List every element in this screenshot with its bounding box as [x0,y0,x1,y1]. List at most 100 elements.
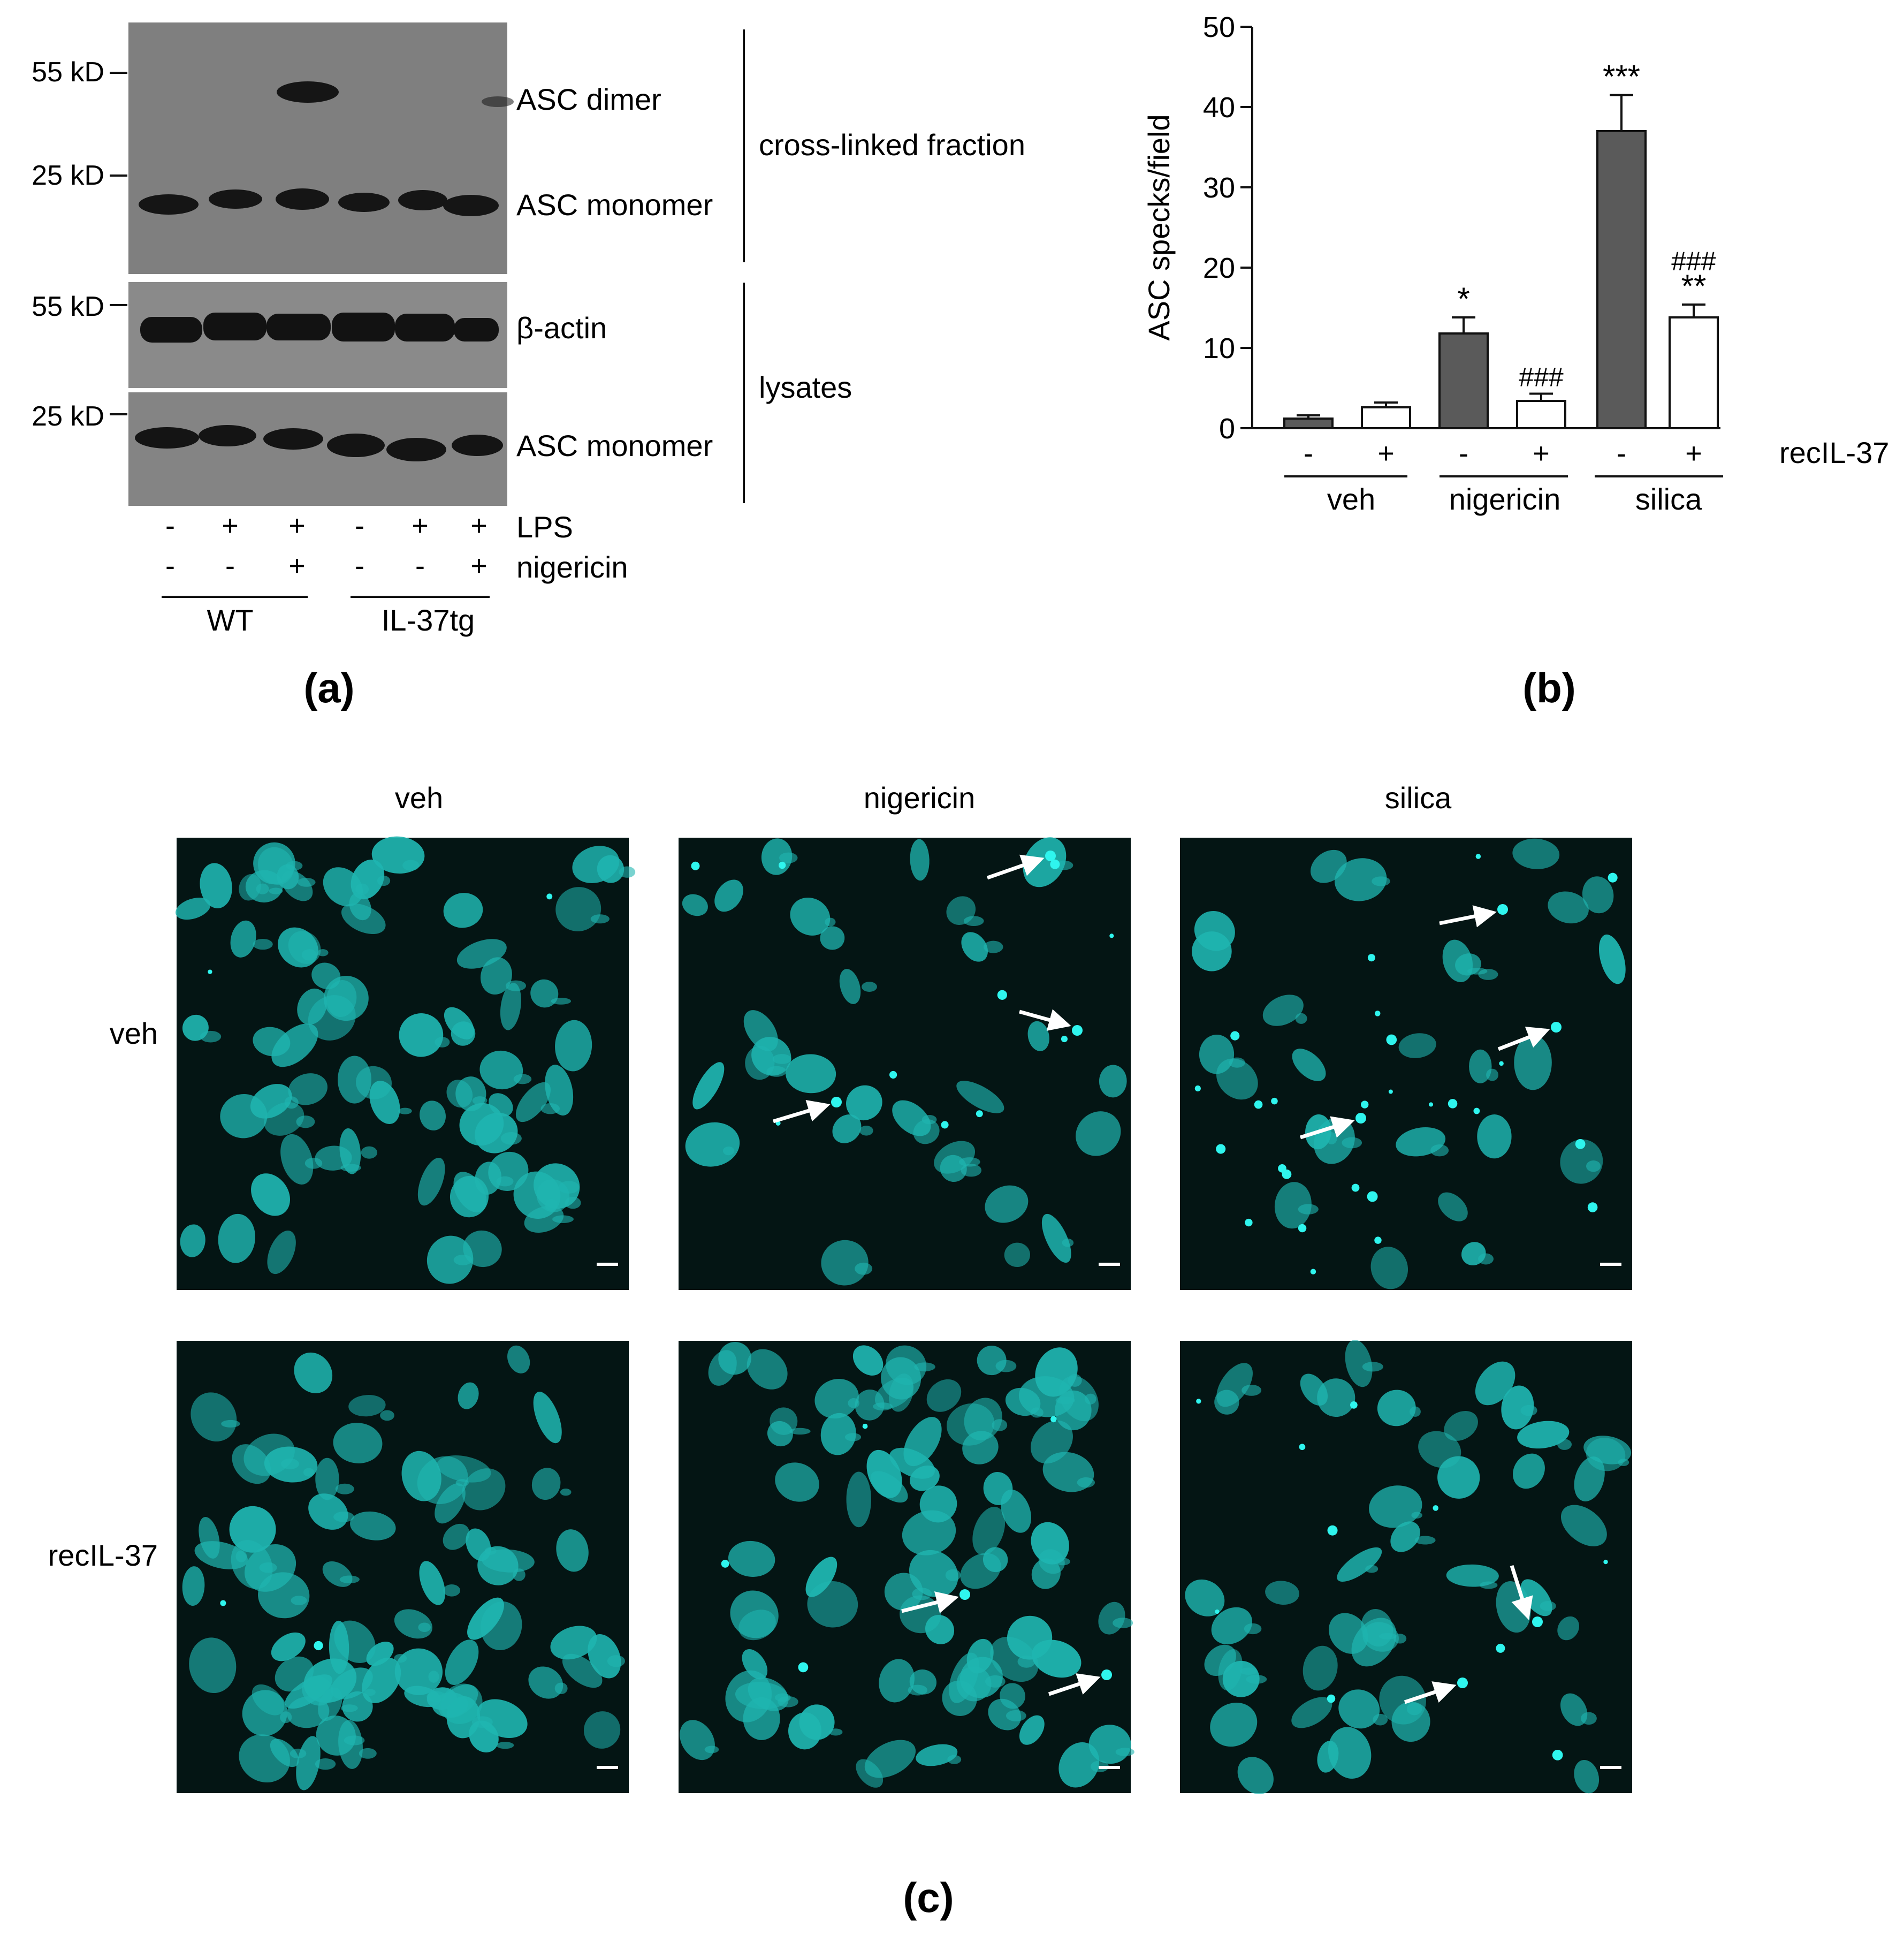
arrow-icon [1404,1681,1457,1704]
asc-speck [1448,1099,1458,1109]
label-beta-actin: β-actin [516,311,607,345]
bands-beta-actin [140,313,499,343]
arrow-icon [1048,1673,1101,1696]
asc-speck [1367,1191,1378,1202]
mw-markers: 55 kD 25 kD 55 kD 25 kD [32,57,127,432]
panel-c: veh nigericin silica veh recIL-37 (c) [48,781,1632,1921]
blot-crosslinked [128,22,507,274]
panel-c-letter: (c) [903,1874,954,1921]
nigericin-sign: - [355,550,364,582]
y-tick-label: 30 [1203,172,1235,204]
panel-b-letter: (b) [1522,664,1576,711]
asc-speck [1552,1749,1563,1760]
asc-speck [1254,1100,1263,1109]
y-tick-label: 10 [1203,332,1235,365]
asc-speck [1603,1559,1608,1565]
y-axis-label: ASC specks/field [1142,114,1176,340]
blot-asc-lysate [128,392,507,506]
asc-speck [1310,1269,1316,1274]
nigericin-sign: + [288,550,306,582]
asc-speck [1433,1505,1438,1511]
panel-a: 55 kD 25 kD 55 kD 25 kD ASC dimer ASC mo… [32,22,1025,711]
asc-speck [314,1641,323,1651]
asc-speck [1575,1139,1586,1149]
asc-speck [1050,859,1060,869]
lps-row: - + + - + + LPS [165,510,573,544]
asc-speck [721,1560,729,1568]
micrograph [176,836,636,1290]
asc-speck [1072,1025,1083,1036]
asc-speck [1298,1224,1307,1233]
asc-speck [1194,1085,1201,1092]
asc-speck [1271,1097,1278,1105]
asc-speck [1475,854,1481,859]
label-asc-monomer: ASC monomer [516,188,713,222]
row-label-veh: veh [110,1016,158,1050]
group-nigericin: nigericin [1449,482,1561,516]
lps-sign: - [355,510,364,542]
arrow-icon [1439,905,1497,928]
asc-speck [1367,954,1375,962]
micrograph-grid [176,836,1632,1794]
recil-signs: - + - + - + [1304,437,1702,469]
asc-speck [862,1423,868,1429]
micrograph [1180,838,1632,1290]
nigericin-sign: - [165,550,175,582]
label-crosslinked-fraction: cross-linked fraction [759,128,1025,162]
significance-label: ** [1681,268,1707,304]
lps-label: LPS [516,510,573,544]
mw-marker: 55 kD [32,291,104,322]
recil-sign: - [1459,437,1468,469]
nigericin-sign: - [225,550,235,582]
y-tick-label: 50 [1203,11,1235,43]
bars: *###***###** [1283,59,1719,429]
arrow-icon [1497,1027,1550,1051]
asc-speck [1245,1218,1253,1227]
asc-speck [1109,933,1114,938]
lps-sign: + [412,510,429,542]
nigericin-label: nigericin [516,550,628,584]
arrow-icon [986,854,1045,880]
recil-sign: - [1617,437,1626,469]
bands-asc-monomer-lysates [135,425,503,461]
asc-speck [1374,1236,1382,1244]
recil-sign: - [1304,437,1313,469]
asc-speck [1360,1100,1369,1109]
asc-speck [1551,1022,1562,1033]
asc-speck [1587,1202,1598,1212]
significance-label: ### [1519,362,1564,392]
asc-speck [1045,851,1056,861]
asc-speck [1282,1169,1292,1179]
asc-speck [1327,1525,1338,1536]
asc-speck [1355,1113,1366,1124]
bar [1669,316,1719,429]
micrograph [679,837,1131,1290]
asc-speck [220,1600,226,1606]
asc-speck [976,1110,983,1118]
mw-marker: 55 kD [32,57,104,88]
row-label-recil37: recIL-37 [48,1538,158,1572]
asc-speck [1473,1107,1480,1114]
significance-label: *** [1603,59,1640,95]
lps-sign: + [288,510,306,542]
arrow-icon [1299,1116,1355,1140]
significance-label: * [1457,281,1469,317]
asc-speck [208,969,212,974]
micrograph [177,1341,629,1793]
recil-sign: + [1533,437,1550,469]
y-tick-label: 0 [1219,413,1235,445]
asc-speck [1374,1011,1381,1016]
arrow-icon [772,1099,831,1124]
bar [1516,400,1566,429]
bar [1283,418,1334,429]
lps-sign: - [165,510,175,542]
group-il37tg: IL-37tg [382,603,475,637]
asc-speck [1532,1616,1543,1627]
asc-speck [691,861,700,870]
asc-speck [779,861,786,869]
asc-speck [1386,1034,1397,1045]
asc-speck [889,1071,897,1079]
asc-speck [1230,1031,1240,1041]
